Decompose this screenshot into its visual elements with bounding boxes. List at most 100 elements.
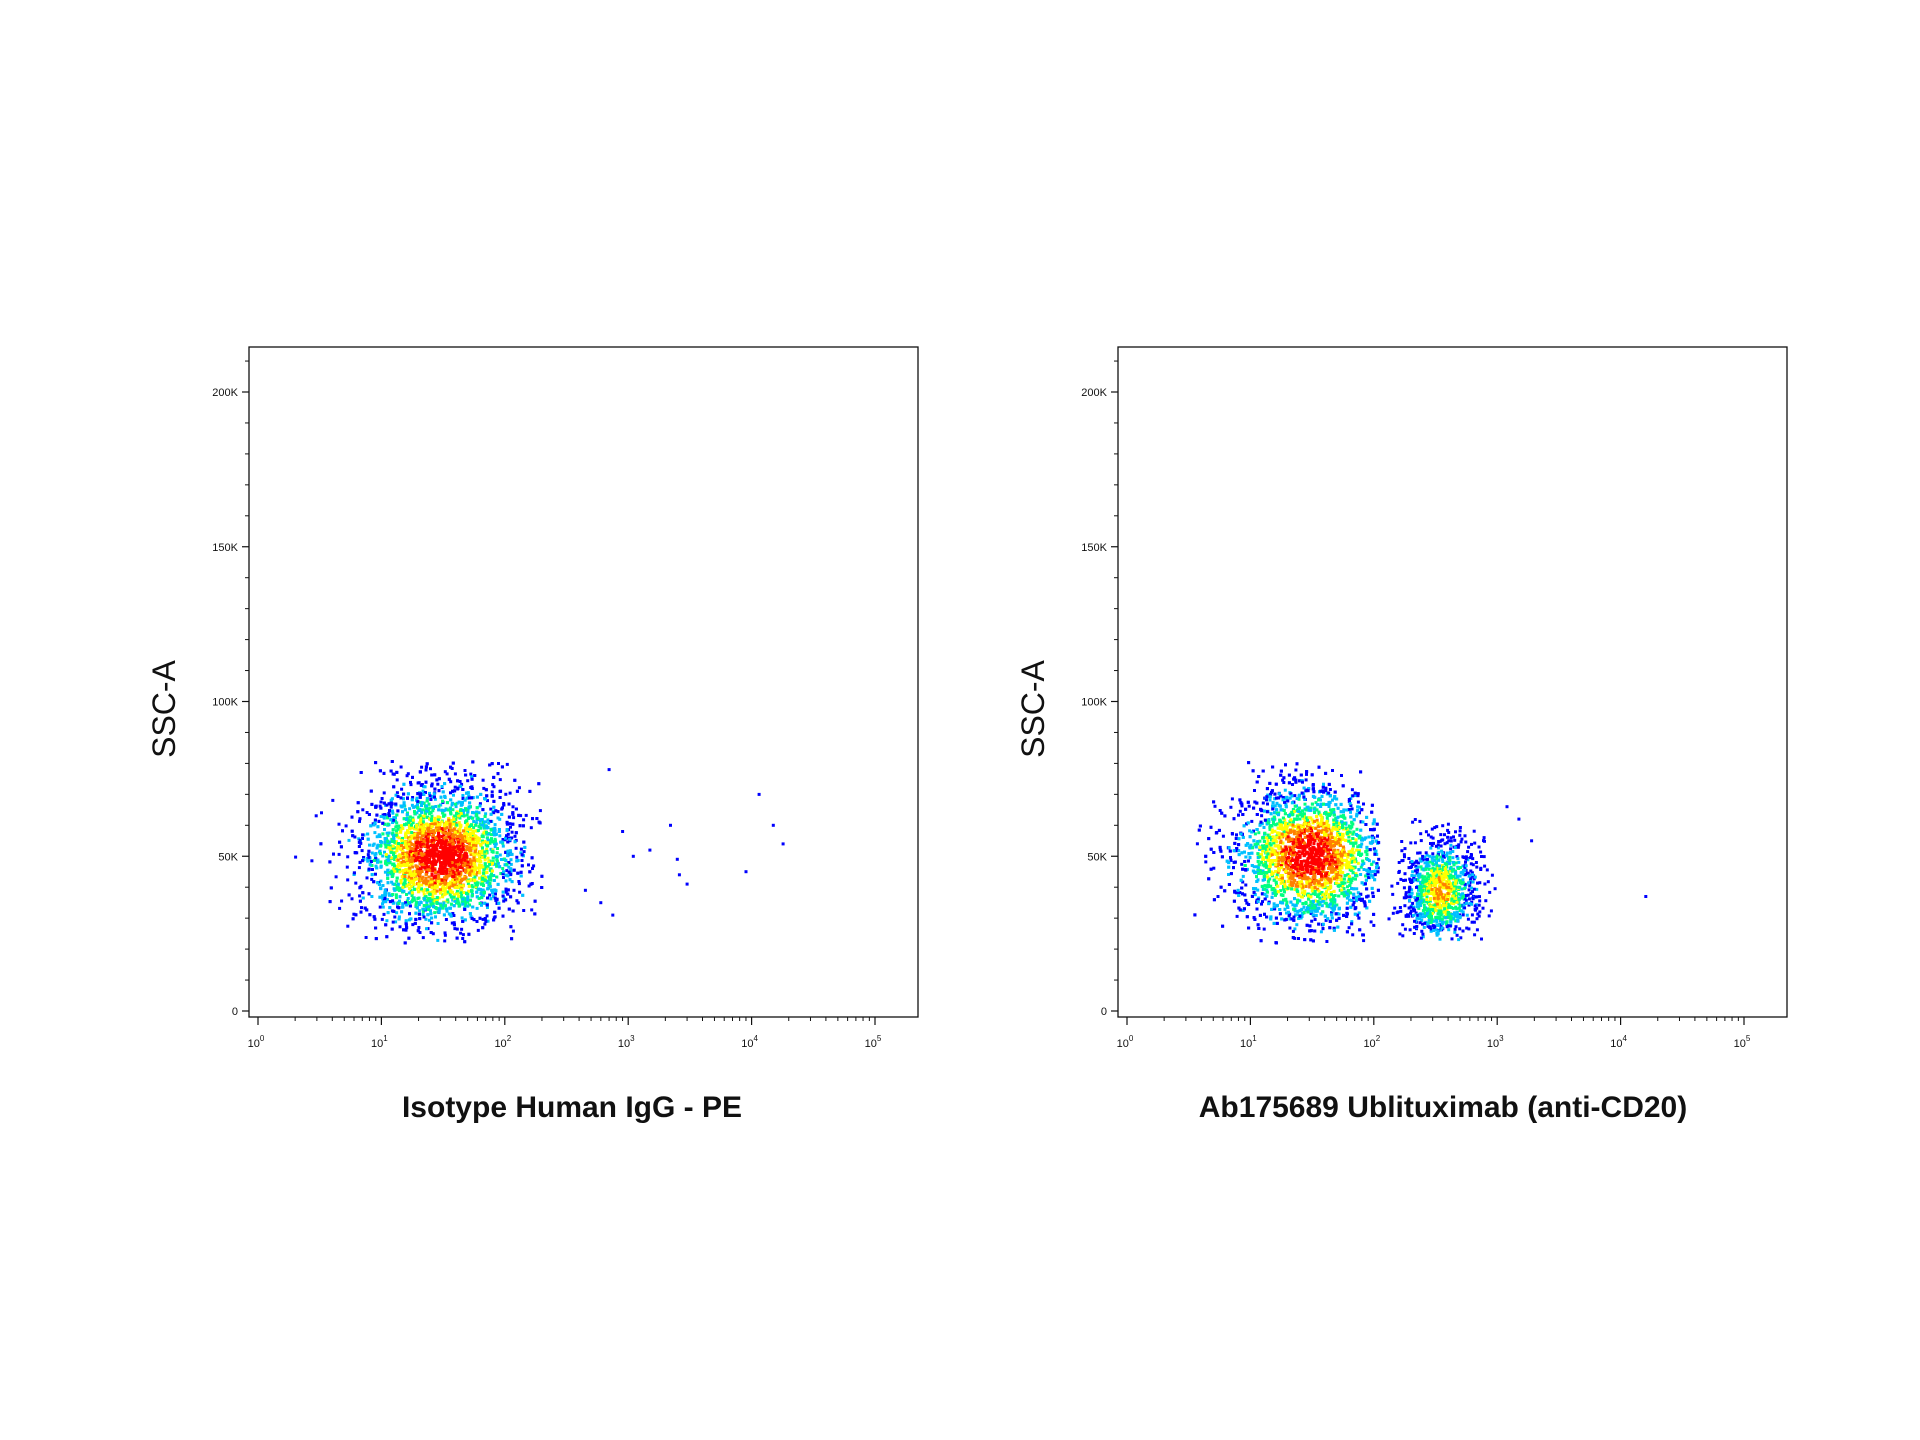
event-dot — [387, 831, 391, 835]
event-dot — [485, 836, 489, 840]
event-dot — [511, 805, 515, 809]
outlier-event — [583, 888, 587, 892]
event-dot — [366, 859, 370, 863]
event-dot — [416, 806, 420, 810]
event-dot — [430, 839, 434, 843]
event-dot — [455, 835, 459, 839]
event-dot — [460, 886, 464, 890]
event-dot — [478, 916, 482, 920]
event-dot — [498, 853, 502, 857]
event-dot — [403, 852, 407, 856]
event-dot — [402, 871, 406, 875]
event-dot — [401, 849, 405, 853]
event-dot — [455, 823, 459, 827]
event-dot — [406, 856, 410, 860]
event-dot — [350, 815, 354, 819]
event-dot — [402, 782, 406, 786]
event-dot — [456, 779, 460, 783]
event-dot — [404, 833, 408, 837]
event-dot — [481, 846, 484, 850]
event-dot — [482, 823, 486, 827]
event-dot — [451, 832, 455, 836]
event-dot — [436, 938, 440, 942]
event-dot — [436, 841, 440, 845]
event-dot — [467, 794, 471, 798]
event-dot — [443, 827, 447, 831]
event-dot — [490, 849, 494, 853]
event-dot — [391, 863, 395, 867]
event-dot — [422, 801, 426, 805]
event-dot — [432, 838, 436, 842]
event-dot — [435, 778, 439, 782]
event-dot — [401, 852, 405, 855]
event-dot — [424, 806, 428, 810]
event-dot — [437, 834, 441, 838]
event-dot — [420, 877, 424, 881]
event-dot — [430, 773, 434, 777]
event-dot — [484, 865, 488, 869]
event-dot — [393, 816, 397, 819]
event-dot — [478, 864, 482, 868]
event-dot — [459, 890, 463, 894]
event-dot — [513, 834, 517, 838]
event-dot — [488, 893, 492, 897]
event-dot — [482, 831, 486, 835]
event-dot — [504, 898, 508, 902]
outlier-event — [744, 870, 748, 874]
event-dot — [521, 824, 525, 828]
event-dot — [515, 789, 519, 793]
event-dot — [352, 912, 356, 916]
event-dot — [498, 817, 502, 821]
event-dot — [455, 801, 459, 805]
event-dot — [404, 840, 407, 844]
event-dot — [475, 906, 479, 910]
event-dot — [406, 897, 410, 900]
event-dot — [507, 836, 511, 840]
event-dot — [389, 818, 393, 822]
event-dot — [509, 852, 513, 856]
event-dot — [407, 821, 410, 825]
event-dot — [470, 787, 474, 790]
event-dot — [476, 836, 480, 840]
event-dot — [408, 827, 412, 831]
event-dot — [463, 864, 467, 867]
event-dot — [366, 837, 370, 841]
event-dot — [420, 801, 424, 805]
event-dot — [505, 762, 509, 766]
event-dot — [485, 830, 488, 834]
event-dot — [454, 802, 457, 806]
event-dot — [419, 855, 423, 859]
event-dot — [501, 867, 505, 870]
event-dot — [427, 802, 431, 806]
event-dot — [483, 814, 487, 818]
event-dot — [420, 887, 423, 891]
event-dot — [401, 810, 404, 814]
event-dot — [472, 843, 475, 847]
event-dot — [449, 780, 453, 784]
event-dot — [390, 839, 394, 843]
event-dot — [402, 817, 406, 821]
event-dot — [368, 843, 371, 847]
event-dot — [452, 880, 456, 884]
event-dot — [417, 809, 421, 812]
event-dot — [386, 816, 389, 820]
event-dot — [359, 910, 363, 914]
event-dot — [450, 801, 454, 805]
event-dot — [405, 813, 409, 817]
event-dot — [399, 856, 403, 860]
event-dot — [429, 848, 433, 852]
event-dot — [467, 884, 471, 888]
event-dot — [409, 850, 412, 854]
event-dot — [399, 765, 403, 769]
event-dot — [320, 811, 323, 815]
event-dot — [450, 767, 454, 770]
event-dot — [358, 860, 362, 864]
event-dot — [394, 893, 398, 897]
event-dot — [407, 843, 411, 847]
event-dot — [393, 864, 396, 868]
event-dot — [359, 841, 363, 845]
y-tick-label: 100K — [212, 697, 238, 709]
event-dot — [425, 900, 429, 904]
event-dot — [394, 840, 398, 844]
events — [1193, 761, 1648, 945]
